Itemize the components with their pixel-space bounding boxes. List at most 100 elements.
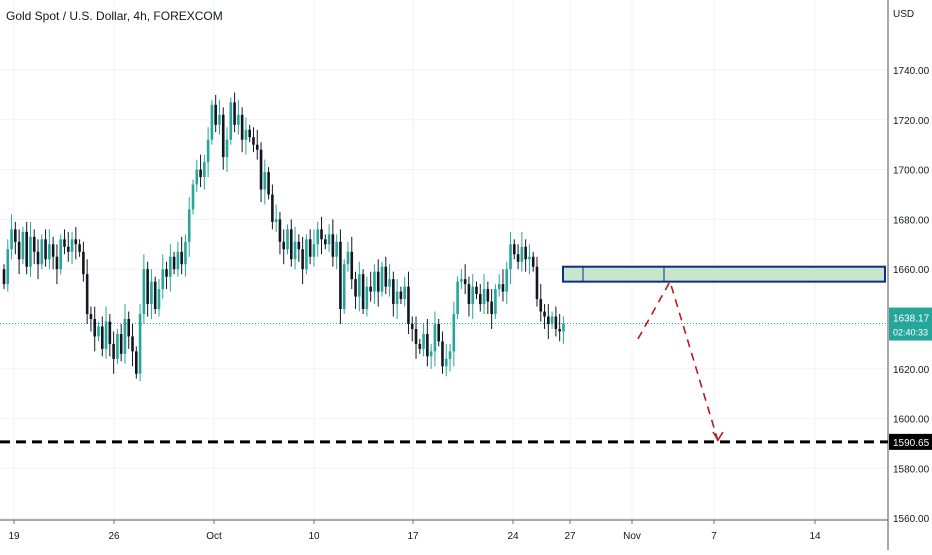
projection-arrowhead: [712, 431, 724, 442]
candle-body: [131, 336, 134, 352]
candle-body: [119, 333, 123, 354]
candle-body: [339, 241, 342, 310]
candle-body: [460, 279, 463, 282]
candle-body: [214, 104, 217, 125]
candle-body: [342, 264, 346, 310]
candle-body: [165, 269, 168, 277]
candle-body: [463, 279, 467, 285]
candle-body: [448, 351, 452, 359]
candle-body: [437, 323, 440, 342]
candle-body: [380, 266, 384, 292]
y-tick-label: 1720.00: [893, 116, 930, 127]
candle-body: [172, 256, 176, 270]
symbol-title[interactable]: Gold Spot / U.S. Dollar, 4h, FOREXCOM: [6, 9, 223, 23]
candle-body: [320, 229, 323, 240]
candle-body: [505, 269, 509, 292]
candle-body: [373, 271, 376, 292]
candle-body: [305, 239, 308, 270]
candle-body: [286, 229, 289, 250]
candle-body: [135, 351, 138, 374]
candle-body: [312, 244, 316, 257]
candle-body: [554, 316, 558, 329]
candle-body: [324, 239, 327, 245]
candle-body: [365, 286, 369, 310]
candle-body: [233, 102, 236, 125]
x-tick-label: 19: [8, 531, 20, 542]
candle-body: [14, 229, 17, 242]
candle-body: [562, 323, 565, 332]
candle-body: [85, 274, 89, 315]
candle-body: [10, 229, 13, 250]
candle-body: [444, 358, 448, 367]
candle-body: [142, 269, 146, 315]
candle-body: [456, 281, 459, 315]
candle-body: [108, 321, 112, 344]
candle-body: [255, 144, 259, 150]
candle-body: [55, 256, 59, 270]
candle-body: [127, 319, 131, 337]
candle-body: [180, 251, 183, 265]
x-tick-label: 17: [407, 531, 419, 542]
candle-body: [36, 251, 40, 265]
y-tick-label: 1600.00: [893, 415, 930, 426]
candle-body: [501, 284, 505, 292]
currency-label: USD: [893, 9, 914, 20]
candle-body: [418, 343, 422, 349]
candle-body: [350, 251, 354, 280]
candle-body: [21, 231, 25, 260]
candle-body: [248, 129, 251, 138]
candle-body: [274, 219, 278, 222]
candle-body: [410, 323, 414, 329]
x-tick-label: 7: [711, 531, 717, 542]
candle-body: [531, 256, 535, 267]
candle-body: [116, 333, 119, 359]
candle-body: [66, 246, 70, 252]
candle-body: [138, 314, 142, 374]
candle-body: [203, 162, 206, 178]
candle-body: [486, 289, 490, 302]
candle-body: [331, 234, 335, 257]
candle-body: [293, 241, 297, 260]
candle-body: [17, 241, 21, 260]
resistance-zone[interactable]: [562, 265, 886, 283]
candle-body: [225, 139, 229, 158]
y-tick-label: 1620.00: [893, 365, 930, 376]
candle-body: [403, 286, 406, 300]
candle-body: [441, 341, 444, 367]
candle-body: [327, 234, 331, 245]
candle-body: [414, 328, 418, 344]
candle-body: [475, 286, 478, 295]
candle-body: [478, 294, 482, 305]
y-tick-label: 1560.00: [893, 514, 930, 525]
candle-body: [259, 149, 263, 190]
candle-body: [244, 129, 248, 140]
candle-body: [93, 319, 97, 337]
candle-body: [539, 299, 543, 312]
candle-body: [74, 239, 78, 245]
candle-body: [6, 249, 10, 285]
candle-body: [422, 333, 425, 349]
candle-body: [358, 274, 361, 297]
candle-body: [316, 229, 320, 245]
candle-body: [97, 326, 100, 337]
candle-body: [25, 231, 28, 267]
candle-body: [490, 301, 493, 315]
candle-body: [392, 279, 395, 305]
current-price-label: 1638.17: [893, 314, 930, 325]
candle-body: [63, 239, 66, 247]
candle-body: [346, 251, 350, 265]
candle-body: [497, 284, 501, 290]
countdown-label: 02:40:33: [893, 328, 928, 338]
candle-body: [104, 321, 108, 349]
candle-body: [494, 289, 497, 315]
x-tick-label: 10: [308, 531, 320, 542]
candle-body: [429, 351, 433, 357]
candle-body: [407, 286, 410, 324]
projection-path[interactable]: [637, 279, 719, 442]
candle-body: [513, 244, 516, 255]
support-price-label: 1590.65: [893, 438, 930, 449]
candle-body: [44, 239, 47, 260]
candle-body: [237, 114, 240, 125]
